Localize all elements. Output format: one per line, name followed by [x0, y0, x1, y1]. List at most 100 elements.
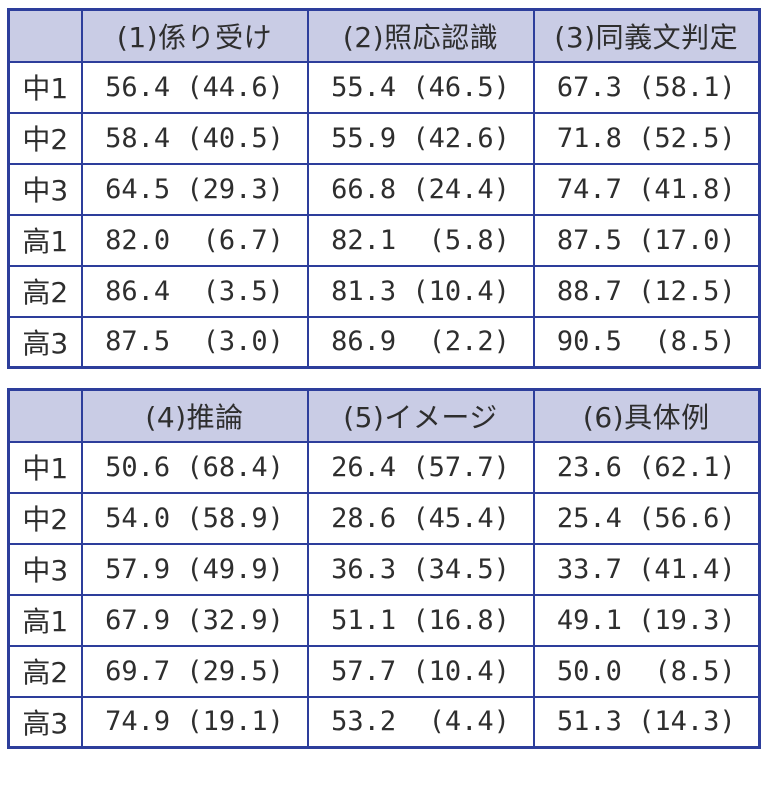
score-table-1: (1)係り受け (2)照応認識 (3)同義文判定 中1 56.4 (44.6) 55.4 (… — [7, 8, 761, 369]
score-value: 55.9 — [331, 122, 397, 154]
value-cell: 74.7 (41.8) — [532, 162, 761, 216]
score-paren-value: (41.4) — [638, 553, 736, 585]
score-paren-value: (40.5) — [186, 122, 284, 154]
value-cell: 88.7 (12.5) — [532, 264, 761, 318]
score-value: 82.0 — [105, 224, 171, 256]
value-cell: 55.9 (42.6) — [306, 111, 535, 165]
score-value: 58.4 — [105, 122, 171, 154]
score-value: 50.6 — [105, 451, 171, 483]
score-value: 50.0 — [556, 655, 622, 687]
score-paren-value: (8.5) — [654, 655, 736, 687]
score-paren-value: (17.0) — [638, 224, 736, 256]
value-cell: 36.3 (34.5) — [306, 542, 535, 596]
corner-cell — [7, 8, 83, 63]
value-cell: 86.9 (2.2) — [306, 315, 535, 369]
row-label: 高1 — [7, 593, 83, 647]
score-paren-value: (4.4) — [428, 706, 510, 738]
table-body: 中1 50.6 (68.4) 26.4 (57.7) 23.6 (62.1) 中2 54.0 (5… — [7, 440, 761, 749]
value-cell: 26.4 (57.7) — [306, 440, 535, 494]
value-cell: 28.6 (45.4) — [306, 491, 535, 545]
value-cell: 55.4 (46.5) — [306, 60, 535, 114]
score-value: 26.4 — [331, 451, 397, 483]
value-cell: 81.3 (10.4) — [306, 264, 535, 318]
score-value: 33.7 — [556, 553, 622, 585]
row-label: 高3 — [7, 315, 83, 369]
value-cell: 50.6 (68.4) — [80, 440, 309, 494]
score-paren-value: (49.9) — [186, 553, 284, 585]
score-value: 88.7 — [556, 275, 622, 307]
value-cell: 23.6 (62.1) — [532, 440, 761, 494]
score-value: 69.7 — [105, 655, 171, 687]
column-header: (6)具体例 — [532, 388, 761, 443]
score-value: 71.8 — [556, 122, 622, 154]
table-row: 中1 56.4 (44.6) 55.4 (46.5) 67.3 (58.1) — [7, 60, 761, 114]
score-value: 82.1 — [331, 224, 397, 256]
header-row: (4)推論 (5)イメージ (6)具体例 — [7, 388, 761, 443]
table-row: 高3 74.9 (19.1) 53.2 (4.4) 51.3 (14.3) — [7, 695, 761, 749]
score-value: 57.9 — [105, 553, 171, 585]
score-paren-value: (46.5) — [412, 71, 510, 103]
value-cell: 90.5 (8.5) — [532, 315, 761, 369]
value-cell: 50.0 (8.5) — [532, 644, 761, 698]
score-paren-value: (41.8) — [638, 173, 736, 205]
value-cell: 51.3 (14.3) — [532, 695, 761, 749]
value-cell: 69.7 (29.5) — [80, 644, 309, 698]
value-cell: 87.5 (3.0) — [80, 315, 309, 369]
score-value: 64.5 — [105, 173, 171, 205]
score-value: 90.5 — [556, 326, 622, 358]
row-label: 高2 — [7, 644, 83, 698]
row-label: 高2 — [7, 264, 83, 318]
score-value: 74.7 — [556, 173, 622, 205]
score-paren-value: (14.3) — [638, 706, 736, 738]
score-value: 66.8 — [331, 173, 397, 205]
score-paren-value: (5.8) — [428, 224, 510, 256]
row-label: 中1 — [7, 60, 83, 114]
score-paren-value: (16.8) — [412, 604, 510, 636]
score-paren-value: (12.5) — [638, 275, 736, 307]
value-cell: 57.9 (49.9) — [80, 542, 309, 596]
score-paren-value: (10.4) — [412, 655, 510, 687]
score-paren-value: (68.4) — [186, 451, 284, 483]
score-paren-value: (56.6) — [638, 502, 736, 534]
value-cell: 33.7 (41.4) — [532, 542, 761, 596]
score-paren-value: (19.1) — [186, 706, 284, 738]
score-value: 55.4 — [331, 71, 397, 103]
row-label: 中1 — [7, 440, 83, 494]
value-cell: 71.8 (52.5) — [532, 111, 761, 165]
table-row: 高1 67.9 (32.9) 51.1 (16.8) 49.1 (19.3) — [7, 593, 761, 647]
table-row: 中3 64.5 (29.3) 66.8 (24.4) 74.7 (41.8) — [7, 162, 761, 216]
table-row: 高3 87.5 (3.0) 86.9 (2.2) 90.5 (8.5) — [7, 315, 761, 369]
value-cell: 64.5 (29.3) — [80, 162, 309, 216]
column-header: (5)イメージ — [306, 388, 535, 443]
table-row: 中1 50.6 (68.4) 26.4 (57.7) 23.6 (62.1) — [7, 440, 761, 494]
score-value: 53.2 — [331, 706, 397, 738]
table-row: 中2 54.0 (58.9) 28.6 (45.4) 25.4 (56.6) — [7, 491, 761, 545]
score-value: 56.4 — [105, 71, 171, 103]
score-paren-value: (45.4) — [412, 502, 510, 534]
score-paren-value: (2.2) — [428, 326, 510, 358]
value-cell: 82.1 (5.8) — [306, 213, 535, 267]
column-header: (1)係り受け — [80, 8, 309, 63]
column-header: (3)同義文判定 — [532, 8, 761, 63]
value-cell: 51.1 (16.8) — [306, 593, 535, 647]
value-cell: 57.7 (10.4) — [306, 644, 535, 698]
table-row: 中2 58.4 (40.5) 55.9 (42.6) 71.8 (52.5) — [7, 111, 761, 165]
score-paren-value: (6.7) — [202, 224, 284, 256]
score-paren-value: (3.5) — [202, 275, 284, 307]
table-body: 中1 56.4 (44.6) 55.4 (46.5) 67.3 (58.1) 中2 58.4 (4… — [7, 60, 761, 369]
score-paren-value: (42.6) — [412, 122, 510, 154]
score-value: 49.1 — [556, 604, 622, 636]
score-value: 36.3 — [331, 553, 397, 585]
score-value: 25.4 — [556, 502, 622, 534]
score-paren-value: (29.5) — [186, 655, 284, 687]
value-cell: 86.4 (3.5) — [80, 264, 309, 318]
value-cell: 82.0 (6.7) — [80, 213, 309, 267]
score-paren-value: (58.9) — [186, 502, 284, 534]
row-label: 高1 — [7, 213, 83, 267]
value-cell: 74.9 (19.1) — [80, 695, 309, 749]
row-label: 中2 — [7, 111, 83, 165]
score-value: 86.4 — [105, 275, 171, 307]
row-label: 中3 — [7, 162, 83, 216]
value-cell: 49.1 (19.3) — [532, 593, 761, 647]
